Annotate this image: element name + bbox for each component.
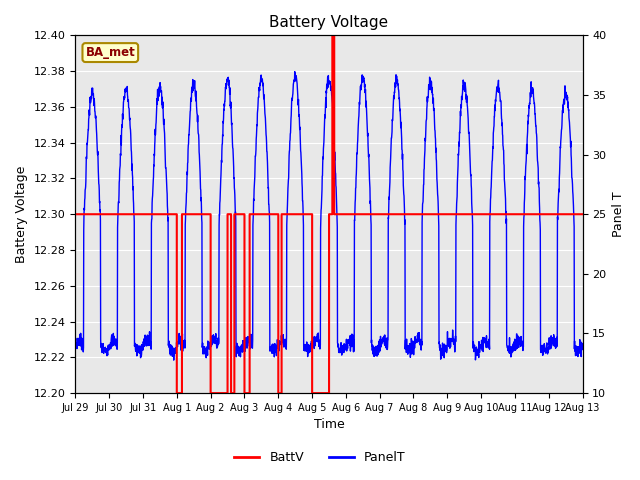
Title: Battery Voltage: Battery Voltage xyxy=(269,15,388,30)
Text: BA_met: BA_met xyxy=(85,46,135,59)
X-axis label: Time: Time xyxy=(314,419,344,432)
Legend: BattV, PanelT: BattV, PanelT xyxy=(229,446,411,469)
Y-axis label: Panel T: Panel T xyxy=(612,192,625,237)
Y-axis label: Battery Voltage: Battery Voltage xyxy=(15,166,28,263)
